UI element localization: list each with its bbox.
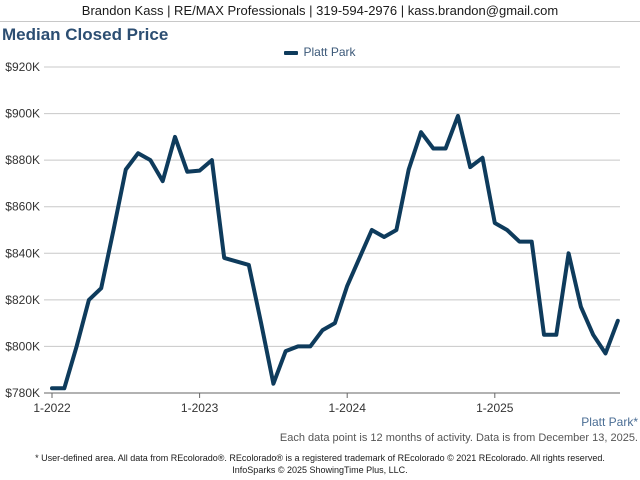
y-tick-label: $860K (5, 200, 40, 214)
x-tick-label: 1-2024 (329, 401, 367, 415)
chart-title: Median Closed Price (2, 25, 169, 44)
x-tick-label: 1-2022 (33, 401, 71, 415)
legend-label: Platt Park (303, 45, 356, 59)
footer-disclaimer: * User-defined area. All data from REcol… (35, 453, 605, 463)
tick-label-layer: $780K $800K $820K $840K $860K $880K $900K $920K… (5, 60, 514, 415)
agent-contact-bar: Brandon Kass | RE/MAX Professionals | 31… (0, 0, 640, 22)
y-tick-label: $820K (5, 293, 40, 307)
y-tick-label: $920K (5, 60, 40, 74)
x-tick-label: 1-2023 (181, 401, 219, 415)
y-tick-label: $840K (5, 246, 40, 260)
y-tick-label: $780K (5, 386, 40, 400)
series-line-platt-park (50, 113, 620, 391)
area-label: Platt Park* (581, 415, 638, 429)
series-layer (50, 113, 620, 391)
x-tick-label: 1-2025 (476, 401, 514, 415)
footer: * User-defined area. All data from REcol… (0, 452, 640, 476)
chart-legend: Platt Park (0, 45, 640, 59)
footer-copyright: InfoSparks © 2025 ShowingTime Plus, LLC. (232, 465, 408, 475)
y-tick-label: $800K (5, 339, 40, 353)
grid-layer (44, 66, 620, 347)
legend-swatch (284, 50, 299, 55)
median-price-chart: $780K $800K $820K $840K $860K $880K $900K $920K… (5, 60, 620, 415)
axis-layer (44, 392, 620, 398)
y-tick-label: $900K (5, 107, 40, 121)
data-note: Each data point is 12 months of activity… (279, 432, 638, 444)
y-tick-label: $880K (5, 153, 40, 167)
